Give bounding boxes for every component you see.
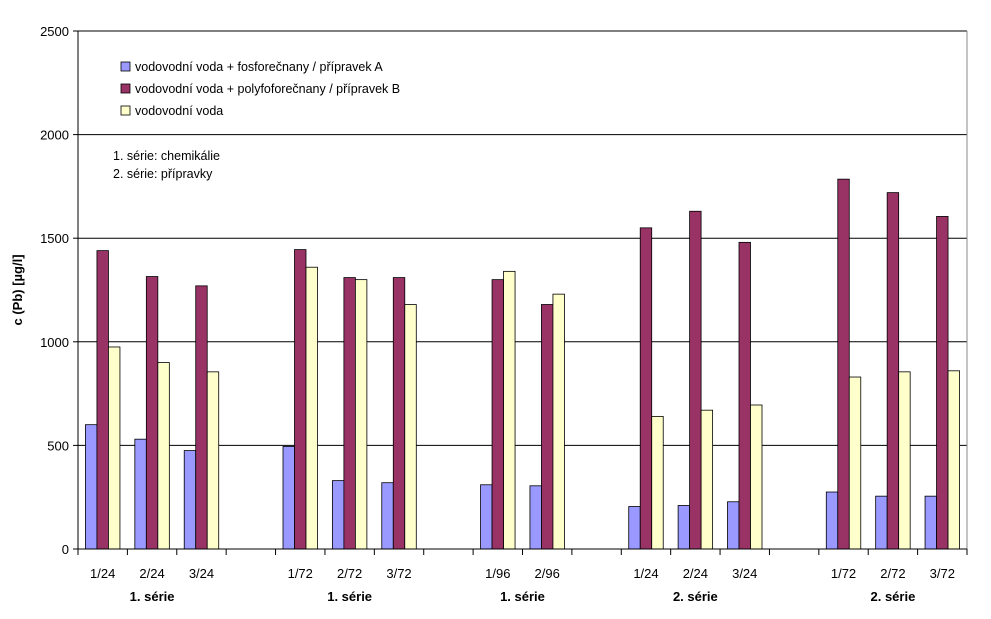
bar <box>331 480 345 550</box>
x-category-label: 3/24 <box>189 566 214 581</box>
x-category-label: 1/96 <box>485 566 510 581</box>
bar <box>354 279 368 550</box>
x-group-label: 2. série <box>673 589 718 604</box>
y-tick-label: 2000 <box>40 128 69 143</box>
x-category-label: 1/72 <box>831 566 856 581</box>
x-category-label: 3/72 <box>386 566 411 581</box>
bar <box>552 293 565 550</box>
x-group-label: 1. série <box>130 589 175 604</box>
bar <box>183 450 197 550</box>
legend-swatch <box>120 61 131 72</box>
bar <box>738 241 751 550</box>
bar <box>727 501 740 550</box>
bar <box>108 346 121 550</box>
x-group-label: 2. série <box>871 589 916 604</box>
bar <box>392 277 406 550</box>
axes <box>73 30 968 555</box>
bar <box>294 249 307 550</box>
bar <box>305 266 318 550</box>
x-group-label: 1. série <box>500 589 545 604</box>
bar <box>875 495 888 550</box>
legend-swatch <box>120 83 131 94</box>
bar <box>639 227 653 550</box>
x-category-label: 3/24 <box>732 566 757 581</box>
bar <box>651 415 664 550</box>
bar <box>480 484 493 550</box>
bar <box>924 495 937 550</box>
legend-swatch <box>120 105 131 116</box>
annotation-text: 1. série: chemikálie <box>113 149 220 163</box>
bar <box>195 285 208 550</box>
bar <box>491 279 504 550</box>
x-category-label: 1/24 <box>633 566 658 581</box>
legend-entry: vodovodní voda <box>135 104 223 118</box>
bar <box>282 446 295 550</box>
annotations: 1. série: chemikálie 2. série: přípravky <box>113 149 220 181</box>
bar <box>628 506 641 550</box>
bar <box>404 304 417 550</box>
x-category-label: 2/24 <box>683 566 708 581</box>
legend: vodovodní voda + fosforečnany / příprave… <box>120 60 400 118</box>
x-category-label: 1/24 <box>90 566 115 581</box>
bar <box>689 210 702 550</box>
legend-entry: vodovodní voda + fosforečnany / příprave… <box>135 60 383 74</box>
legend-entry: vodovodní voda + polyfoforečnany / přípr… <box>135 82 400 96</box>
bar <box>96 250 109 550</box>
annotation-text: 2. série: přípravky <box>113 167 213 181</box>
x-category-label: 2/96 <box>535 566 560 581</box>
bar <box>848 376 862 550</box>
bar <box>381 482 394 550</box>
bar <box>947 370 960 550</box>
y-tick-label: 1000 <box>40 335 69 350</box>
x-category-label: 2/24 <box>139 566 164 581</box>
y-tick-label: 1500 <box>40 231 69 246</box>
bar <box>206 371 220 550</box>
y-tick-label: 2500 <box>40 24 69 39</box>
y-tick-label: 500 <box>47 438 69 453</box>
bar <box>134 438 147 550</box>
bar <box>936 216 949 550</box>
axis-labels: 0 500 1000 1500 2000 2500 1/24 2/24 3/24 1/72 2/72… <box>40 24 955 604</box>
bar <box>145 276 159 550</box>
bar <box>700 409 714 550</box>
x-category-label: 3/72 <box>930 566 955 581</box>
bars <box>85 178 960 550</box>
bar <box>677 505 691 550</box>
bar <box>157 362 170 550</box>
y-tick-label: 0 <box>62 542 69 557</box>
x-category-label: 2/72 <box>337 566 362 581</box>
bar <box>343 277 356 550</box>
bar <box>750 404 763 550</box>
x-category-label: 2/72 <box>880 566 905 581</box>
x-category-label: 1/72 <box>288 566 313 581</box>
gridlines <box>78 30 968 549</box>
bar <box>825 491 839 550</box>
bar <box>886 192 900 550</box>
bar <box>898 371 911 550</box>
bar <box>503 270 516 550</box>
x-group-label: 1. série <box>327 589 372 604</box>
bar <box>85 424 98 550</box>
bar <box>541 304 554 550</box>
y-axis-title: c (Pb) [µg/l] <box>10 254 25 325</box>
bar <box>837 178 850 550</box>
bar <box>529 485 542 550</box>
